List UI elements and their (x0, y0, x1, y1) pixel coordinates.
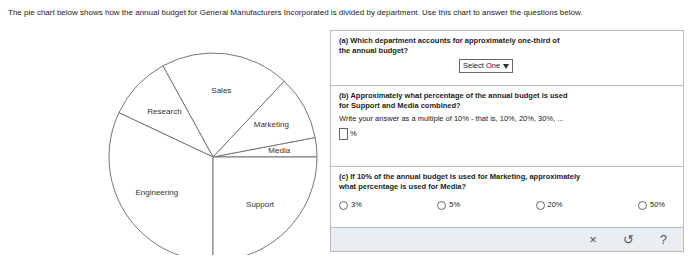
html-text:Write your answer as a multipl: Write your answer as a multiple of 10% -… (339, 114, 564, 123)
svg-text:Engineering: Engineering (135, 188, 178, 197)
html-text:(b) Approximately what percent: (b) Approximately what percentage of the… (339, 91, 568, 110)
html-text:(a) Which department accounts: (a) Which department accounts for approx… (339, 36, 560, 55)
html-text:50%: 50% (650, 200, 665, 209)
svg-text:Sales: Sales (211, 86, 231, 95)
html-text:Select One: Select One (463, 61, 501, 70)
html-text:3%: 3% (351, 200, 362, 209)
html-text:20%: 20% (547, 200, 563, 209)
html-text:The pie chart below shows how: The pie chart below shows how the annual… (8, 8, 583, 17)
svg-text:Marketing: Marketing (254, 120, 289, 129)
svg-text:Media: Media (268, 146, 290, 155)
html-text:(c) If 10% of the annual budge: (c) If 10% of the annual budget is used … (339, 172, 581, 191)
svg-text:Research: Research (147, 107, 181, 116)
svg-text:Support: Support (246, 200, 275, 209)
html-text:5%: 5% (449, 200, 461, 209)
